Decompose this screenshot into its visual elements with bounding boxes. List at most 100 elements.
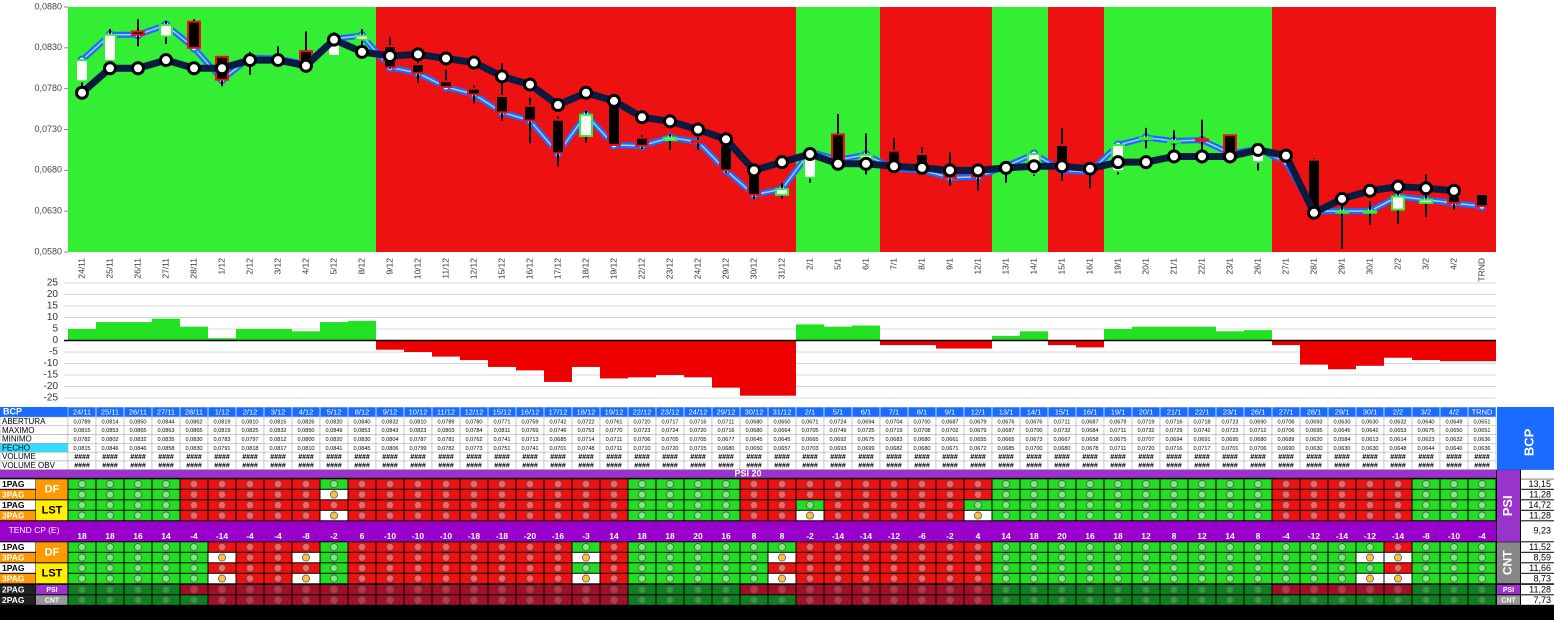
header-date: 16/12 <box>521 407 540 416</box>
signal-dot <box>1310 543 1319 552</box>
regime-background <box>740 7 768 252</box>
signal-dot <box>413 574 422 583</box>
header-date: 3/12 <box>271 407 286 416</box>
signal-dot <box>1338 511 1347 520</box>
value-text: 0,0651 <box>1473 419 1490 425</box>
value-text: #### <box>494 454 510 461</box>
value-text: #### <box>914 454 930 461</box>
candle-body <box>523 104 537 122</box>
signal-dot <box>133 501 142 510</box>
signal-dot <box>1450 501 1459 510</box>
signal-dot <box>1310 553 1319 562</box>
signal-dot <box>245 490 254 499</box>
signal-dot <box>890 553 899 562</box>
signal-dot <box>497 511 506 520</box>
row-total: 11,66 <box>1529 563 1551 573</box>
signal-dot <box>834 490 843 499</box>
signal-dot <box>638 553 647 562</box>
signals-title: PSI 20 <box>734 468 761 478</box>
signal-dot <box>722 574 731 583</box>
signal-dot <box>1226 501 1235 510</box>
y-tick-label: 0,0880 <box>34 1 62 11</box>
signal-dot <box>189 596 198 605</box>
signal-dot <box>1086 501 1095 510</box>
trend-point <box>327 32 341 47</box>
value-text: 0,0746 <box>549 428 566 434</box>
value-text: 0,0687 <box>1081 419 1098 425</box>
signal-dot <box>834 553 843 562</box>
signal-dot <box>413 596 422 605</box>
value-text: 0,0835 <box>157 437 174 443</box>
regime-background <box>1216 7 1244 252</box>
signal-dot <box>1198 585 1207 594</box>
signal-dot <box>1478 501 1487 510</box>
x-tick-label: 1/12 <box>216 258 226 275</box>
total-cell <box>1521 573 1554 584</box>
value-text: 0,0694 <box>1165 437 1182 443</box>
signal-dot <box>1450 585 1459 594</box>
signal-dot <box>1338 480 1347 489</box>
signal-dot <box>1282 564 1291 573</box>
signal-dot <box>1030 596 1039 605</box>
value-text: #### <box>550 463 566 470</box>
signal-dot <box>750 543 759 552</box>
value-text: 0,0684 <box>1081 428 1098 434</box>
value-text: 0,0711 <box>1110 446 1127 452</box>
tend-value: 8 <box>1256 531 1261 541</box>
signal-dot <box>946 490 955 499</box>
signal-dot <box>610 511 619 520</box>
value-text: #### <box>1362 463 1378 470</box>
bar <box>124 322 152 341</box>
value-text: 0,0676 <box>997 419 1014 425</box>
tend-value: -10 <box>1448 531 1461 541</box>
bar <box>600 340 628 379</box>
signal-dot <box>357 553 366 562</box>
value-text: 0,0844 <box>157 419 174 425</box>
bar <box>796 324 824 341</box>
x-tick-label: 18/12 <box>580 258 590 280</box>
signal-dot <box>357 574 366 583</box>
signal-dot <box>1282 543 1291 552</box>
signal-dot <box>526 596 535 605</box>
signal-dot <box>834 585 843 594</box>
trend-point <box>663 114 677 129</box>
signal-dot <box>1198 490 1207 499</box>
total-cell <box>1521 479 1554 489</box>
tend-value: -14 <box>1392 531 1405 541</box>
x-tick-label: 2/1 <box>804 258 814 270</box>
value-text: 0,0818 <box>241 446 258 452</box>
signal-dot <box>694 596 703 605</box>
total-cell <box>1521 489 1554 500</box>
signal-dot <box>1030 501 1039 510</box>
header-date: 18/12 <box>577 407 596 416</box>
signal-dot <box>666 490 675 499</box>
header-date: 20/1 <box>1139 407 1154 416</box>
y-tick-label: 0,0630 <box>34 206 62 216</box>
signal-dot <box>133 480 142 489</box>
signal-dot <box>694 543 703 552</box>
bar <box>1020 331 1048 341</box>
signal-dot <box>106 553 115 562</box>
signal-dot <box>1114 574 1123 583</box>
tend-value: -4 <box>1282 531 1290 541</box>
value-text: 0,0676 <box>1025 419 1042 425</box>
value-text: 0,0742 <box>549 419 566 425</box>
bar <box>852 325 880 341</box>
candle-body <box>663 136 677 142</box>
x-tick-label: 16/1 <box>1084 258 1094 275</box>
signal-dot <box>78 553 87 562</box>
signal-dot <box>554 480 563 489</box>
value-text: 0,0671 <box>801 419 818 425</box>
x-tick-label: 10/12 <box>412 258 422 280</box>
signal-dot <box>1226 553 1235 562</box>
value-text: 0,0784 <box>465 428 482 434</box>
value-text: #### <box>410 454 426 461</box>
row-label: 3PAG <box>2 510 25 520</box>
signal-dot <box>1058 574 1067 583</box>
row-label-cell <box>0 552 36 563</box>
signal-dot <box>1450 543 1459 552</box>
row-label: ABERTURA <box>2 417 46 426</box>
signal-dot <box>245 564 254 573</box>
signal-dot <box>497 490 506 499</box>
signal-dot <box>497 585 506 594</box>
